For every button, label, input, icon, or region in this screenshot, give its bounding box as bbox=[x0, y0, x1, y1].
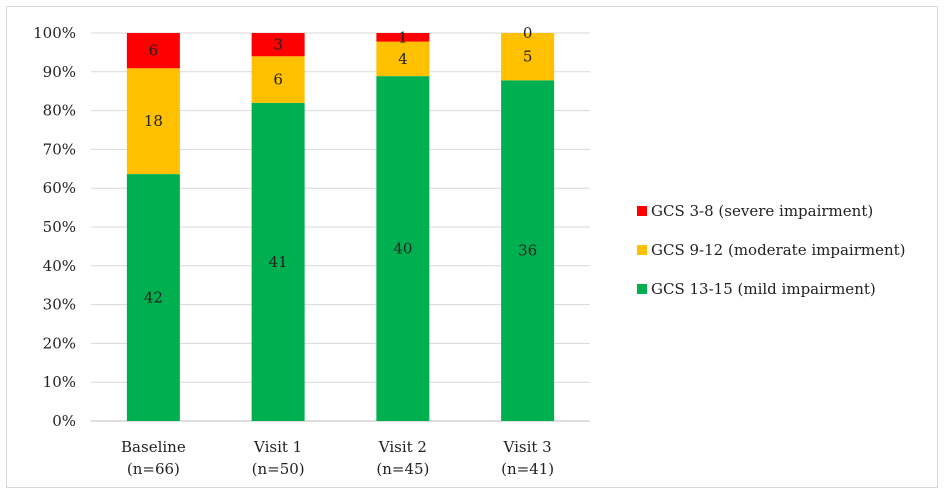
data-label: 42 bbox=[144, 289, 163, 307]
legend-label: GCS 3-8 (severe impairment) bbox=[651, 202, 873, 220]
data-label: 41 bbox=[269, 253, 288, 271]
legend-label: GCS 13-15 (mild impairment) bbox=[651, 280, 876, 298]
y-tick-label: 50% bbox=[43, 218, 76, 236]
y-tick-label: 10% bbox=[43, 373, 76, 391]
data-label: 4 bbox=[398, 50, 408, 68]
x-category-label: Visit 2 bbox=[378, 438, 427, 456]
legend: GCS 3-8 (severe impairment) GCS 9-12 (mod… bbox=[637, 202, 906, 298]
data-label: 6 bbox=[149, 42, 159, 60]
data-label: 18 bbox=[144, 112, 163, 130]
bar-segment bbox=[126, 68, 180, 175]
y-tick-label: 80% bbox=[43, 102, 76, 120]
x-category-label: (n=41) bbox=[501, 460, 554, 478]
x-category-label: (n=66) bbox=[127, 460, 180, 478]
y-tick-label: 30% bbox=[43, 296, 76, 314]
bar-segment bbox=[376, 33, 430, 42]
y-tick-label: 90% bbox=[43, 63, 76, 81]
y-tick-label: 70% bbox=[43, 140, 76, 158]
data-label: 3 bbox=[273, 36, 283, 54]
legend-swatch bbox=[637, 206, 647, 216]
x-category-label: Baseline bbox=[121, 438, 186, 456]
bar-segment bbox=[251, 102, 305, 421]
data-label: 1 bbox=[398, 28, 408, 46]
y-tick-label: 40% bbox=[43, 257, 76, 275]
bar-segment bbox=[126, 33, 180, 69]
bar-segment bbox=[501, 33, 555, 81]
bar-segment bbox=[251, 56, 305, 103]
bar-segment bbox=[501, 80, 555, 421]
y-tick-label: 100% bbox=[33, 24, 76, 42]
legend-swatch bbox=[637, 245, 647, 255]
x-category-label: (n=50) bbox=[252, 460, 305, 478]
bar-segment bbox=[376, 41, 430, 77]
data-label: 36 bbox=[518, 242, 537, 260]
legend-swatch bbox=[637, 284, 647, 294]
x-category-label: Visit 1 bbox=[253, 438, 302, 456]
axes: 0% 10% 20% 30% 40% 50% 60% 70% 80% 90% 100% Baselin… bbox=[33, 24, 554, 478]
y-tick-label: 20% bbox=[43, 334, 76, 352]
data-label: 40 bbox=[393, 240, 412, 258]
legend-label: GCS 9-12 (moderate impairment) bbox=[651, 241, 906, 259]
bar-segment bbox=[376, 76, 430, 421]
data-label: 0 bbox=[523, 24, 533, 42]
bar-segment bbox=[251, 33, 305, 57]
x-category-label: Visit 3 bbox=[503, 438, 552, 456]
y-tick-label: 0% bbox=[52, 412, 76, 430]
x-category-label: (n=45) bbox=[376, 460, 429, 478]
data-label: 5 bbox=[523, 48, 533, 66]
data-label: 6 bbox=[273, 71, 283, 89]
y-tick-label: 60% bbox=[43, 179, 76, 197]
bar-segment bbox=[126, 174, 180, 421]
chart-container: 42 18 6 41 6 3 40 4 1 36 5 0 0% 10% 20% 30% 40% 50% 60% 70… bbox=[6, 6, 938, 488]
